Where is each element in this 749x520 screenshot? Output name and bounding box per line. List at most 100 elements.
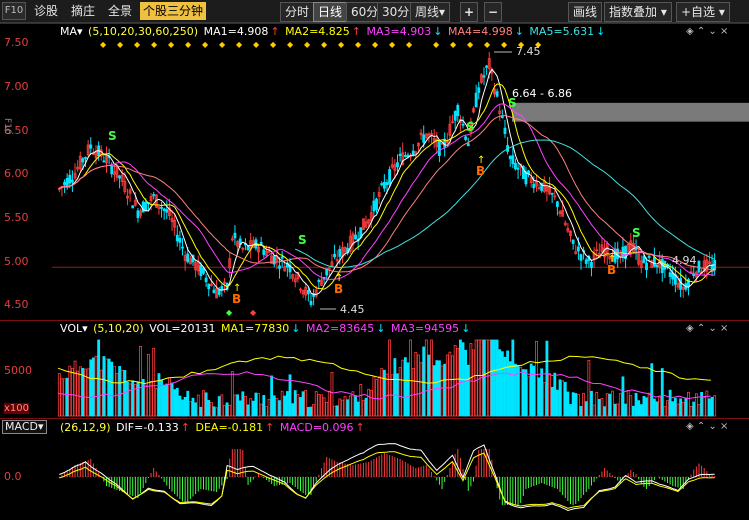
candle-body [330,261,334,267]
candle-body [123,180,127,192]
volume-bar [632,405,635,417]
ma2-line [59,83,715,290]
volume-bar [574,393,578,417]
candle-body [611,255,614,262]
candle-body [102,160,106,163]
volume-bar [285,391,289,417]
volume-bar [508,361,512,417]
candle-body [351,233,355,246]
candle-body [157,206,161,209]
volume-bar [414,352,418,417]
dif-value: DIF=-0.133 [116,421,179,434]
volume-bar [94,355,98,417]
signal-diamond: ◆ [236,40,243,49]
candle-body [642,255,646,264]
ma3-line [59,103,715,281]
period-weekly[interactable]: 周线▾ [410,2,451,22]
volume-bar [469,343,473,417]
volume-bar [409,339,413,417]
volume-bar [668,389,672,417]
sell-signal: S [508,96,517,110]
volume-bar [697,404,701,417]
ma4-value: MA4=4.998 [447,25,513,38]
volume-bar [65,377,69,417]
candle-body [68,174,72,184]
vol-indicator-select[interactable]: VOL▾ [60,322,88,335]
macd-panel-controls[interactable]: ◈ ⌃ ⌄ × [686,421,729,432]
volume-bar [422,346,426,417]
volume-bar [338,398,342,417]
volume-bar [372,376,376,417]
volume-bar [642,396,646,417]
volume-bar [616,403,620,417]
macd-indicator-select[interactable]: MACD▾ [2,420,47,434]
volume-ma-line [57,355,711,385]
watchlist-dropdown[interactable]: +自选 ▾ [676,2,730,22]
volume-bar [427,354,431,417]
candle-body [626,243,630,253]
y-tick: 7.00 [4,80,29,93]
candle-body [320,279,323,286]
candle-body [354,234,357,240]
candle-body [118,175,122,179]
volume-bar [514,363,517,417]
volume-bar [280,390,284,417]
candle-body [595,249,599,252]
volume-bar [162,384,166,417]
period-30min[interactable]: 30分 [377,2,415,22]
period-intraday[interactable]: 分时 [280,2,315,22]
diagnose-button[interactable]: 诊股 [34,4,59,18]
volume-bar [173,389,177,417]
volume-bar [296,394,300,417]
candle-body [427,133,431,136]
volume-bar [634,392,638,417]
volume-bar [204,392,208,417]
panorama-button[interactable]: 全景 [108,4,133,18]
candle-body [170,217,174,222]
volume-bar [702,397,706,417]
volume-bar [110,361,114,417]
candle-body [212,289,216,294]
volume-bar [645,397,648,417]
signal-diamond: ◆ [338,40,345,49]
ma-indicator-select[interactable]: MA▾ [60,25,83,38]
panel-controls[interactable]: ◈ ⌃ ⌄ × [686,26,729,37]
volume-bar [380,368,384,417]
period-60min[interactable]: 60分 [346,2,384,22]
volume-bar [687,391,690,417]
y-tick: 6.50 [4,124,29,137]
volume-bar [196,394,200,417]
stock-3min-tab[interactable]: 个股三分钟 [140,2,207,20]
candle-body [448,123,452,136]
candle-body [115,166,119,178]
candle-body [524,171,528,185]
f10-button[interactable]: F10 [2,2,26,20]
zoom-out-button[interactable]: − [484,2,502,22]
candle-body [639,260,643,269]
price-chart[interactable]: ◆ ◆ ◆ ◆ ◆ ◆ ◆ ◆ ◆ ◆ ◆ ◆ ◆ ◆ ◆ ◆ ◆ ◆ ◆ ◆ ◆ ◆ ◆ ◆ ◆ ◆◆ ◆SSSSS↑B↑B↑B↑… [0,0,749,320]
signal-diamond: ◆ [117,40,124,49]
index-overlay-dropdown[interactable]: 指数叠加 ▾ [604,2,672,22]
candle-body [574,251,578,254]
macd-params: (26,12,9) [60,421,111,434]
candle-body [304,286,308,296]
volume-bar [440,365,444,417]
volume-bar [629,395,633,417]
vol-panel-controls[interactable]: ◈ ⌃ ⌄ × [686,323,729,334]
period-daily[interactable]: 日线 [313,2,348,22]
volume-bar [86,368,90,417]
candle-body [453,111,457,121]
volume-bar [660,368,664,417]
volume-bar [511,339,515,417]
draw-line-button[interactable]: 画线 [568,2,603,22]
buy-signal: B [476,164,485,178]
candle-body [152,194,156,197]
candle-body [472,108,475,113]
zoom-in-button[interactable]: + [460,2,478,22]
dealer-button[interactable]: 摘庄 [71,4,96,18]
volume-bar [535,340,538,417]
f10-side-tab[interactable]: F10 [2,118,12,135]
sell-signal: S [298,233,307,247]
volume-bar [170,382,174,417]
